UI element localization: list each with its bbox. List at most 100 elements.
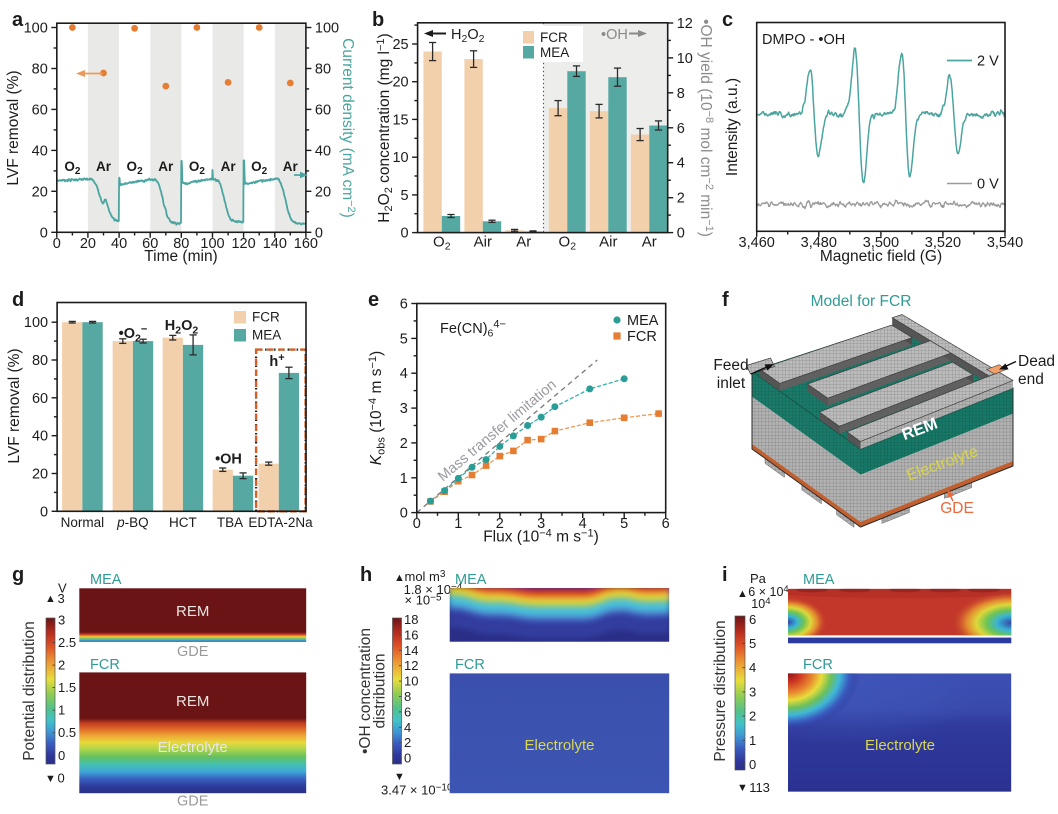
svg-text:Electrolyte: Electrolyte [524,737,594,754]
svg-text:16: 16 [404,627,418,642]
svg-text:80: 80 [32,62,48,78]
svg-text:0.5: 0.5 [58,725,76,740]
svg-text:i: i [722,564,728,586]
svg-text:h: h [360,564,372,586]
svg-text:80: 80 [315,62,331,78]
svg-text:8: 8 [677,86,685,102]
svg-text:18: 18 [404,612,418,627]
svg-text:Model for FCR: Model for FCR [811,293,912,310]
svg-text:14: 14 [404,643,418,658]
svg-text:5: 5 [400,331,408,347]
svg-text:1.5: 1.5 [58,680,76,695]
svg-text:Pa: Pa [750,571,767,586]
svg-text:3,480: 3,480 [801,235,837,251]
svg-text:0: 0 [53,236,61,252]
svg-text:MEA: MEA [627,313,659,329]
svg-text:d: d [12,289,24,311]
svg-text:FCR: FCR [803,657,833,673]
svg-text:GDE: GDE [177,794,209,810]
svg-text:1: 1 [454,516,462,532]
svg-text:160: 160 [294,236,318,252]
svg-text:H2O2: H2O2 [165,318,199,337]
svg-text:V: V [58,581,67,596]
svg-text:MEA: MEA [90,572,122,588]
svg-text:1.8 × 10−4: 1.8 × 10−4 [404,582,463,597]
svg-text:113: 113 [749,780,770,795]
svg-text:10: 10 [677,51,693,67]
svg-text:▼: ▼ [737,782,748,794]
svg-text:20: 20 [32,467,48,483]
svg-text:Electrolyte: Electrolyte [865,737,935,754]
svg-text:40: 40 [111,236,127,252]
svg-text:1: 1 [749,733,756,748]
svg-text:0: 0 [315,225,323,241]
svg-text:Dead: Dead [1018,353,1055,370]
svg-text:2: 2 [404,735,411,750]
svg-text:FCR: FCR [252,310,280,325]
svg-text:4: 4 [579,516,587,532]
svg-text:O2: O2 [559,234,577,253]
svg-text:3: 3 [58,591,65,606]
svg-text:0: 0 [40,225,48,241]
svg-text:▲: ▲ [45,593,56,605]
svg-text:20: 20 [392,75,408,91]
svg-text:3,520: 3,520 [925,235,961,251]
svg-text:GDE: GDE [940,500,974,517]
svg-text:80: 80 [32,353,48,369]
svg-text:104: 104 [751,596,770,611]
svg-text:Ar: Ar [642,234,657,251]
svg-text:6: 6 [677,121,685,137]
svg-text:mol m3: mol m3 [405,569,446,584]
svg-text:a: a [12,9,24,31]
svg-text:4: 4 [677,156,685,172]
svg-text:Ar: Ar [96,159,112,174]
svg-text:Potential distribution: Potential distribution [21,621,38,761]
svg-text:3,460: 3,460 [739,235,775,251]
svg-text:20: 20 [32,184,48,200]
svg-text:Fe(CN)64−: Fe(CN)64− [440,319,506,340]
svg-text:2.5: 2.5 [58,635,76,650]
svg-text:b: b [372,9,384,31]
svg-text:100: 100 [24,315,48,331]
svg-text:Air: Air [599,234,617,251]
svg-text:60: 60 [32,102,48,118]
svg-text:10: 10 [392,150,408,166]
svg-text:H2O2: H2O2 [451,27,485,45]
svg-text:25: 25 [392,37,408,53]
svg-text:Ar: Ar [283,159,299,174]
svg-text:80: 80 [173,236,189,252]
svg-text:6: 6 [404,704,411,719]
svg-text:distribution: distribution [372,654,389,729]
svg-text:5: 5 [620,516,628,532]
svg-text:0: 0 [404,751,411,766]
svg-text:Mass transfer limitation: Mass transfer limitation [435,377,559,485]
svg-text:0: 0 [749,757,756,772]
svg-text:FCR: FCR [90,657,120,673]
svg-text:Intensity (a.u.): Intensity (a.u.) [724,78,741,176]
svg-text:40: 40 [315,143,331,159]
svg-text:MEA: MEA [803,572,835,588]
svg-text:Normal: Normal [61,515,105,530]
svg-text:6 × 104: 6 × 104 [748,584,788,599]
svg-text:TBA: TBA [217,515,243,530]
svg-text:Electrolyte: Electrolyte [158,739,228,756]
svg-text:2: 2 [400,436,408,452]
svg-text:120: 120 [231,236,255,252]
svg-text:6: 6 [749,612,756,627]
svg-text:40: 40 [32,143,48,159]
svg-text:Ar: Ar [221,159,237,174]
svg-text:DMPO - •OH: DMPO - •OH [762,32,845,48]
svg-text:4: 4 [400,366,408,382]
svg-text:O2: O2 [433,234,451,253]
svg-text:100: 100 [200,236,224,252]
svg-text:O2: O2 [127,159,144,177]
svg-text:100: 100 [24,21,48,37]
svg-text:40: 40 [32,429,48,445]
svg-text:h+: h+ [269,352,284,370]
svg-text:0: 0 [58,771,65,786]
svg-text:60: 60 [315,102,331,118]
svg-text:•OH: •OH [601,27,628,43]
svg-text:20: 20 [80,236,96,252]
svg-text:•OH concentration: •OH concentration [357,628,374,754]
svg-text:3.47 × 10−10: 3.47 × 10−10 [381,783,453,798]
